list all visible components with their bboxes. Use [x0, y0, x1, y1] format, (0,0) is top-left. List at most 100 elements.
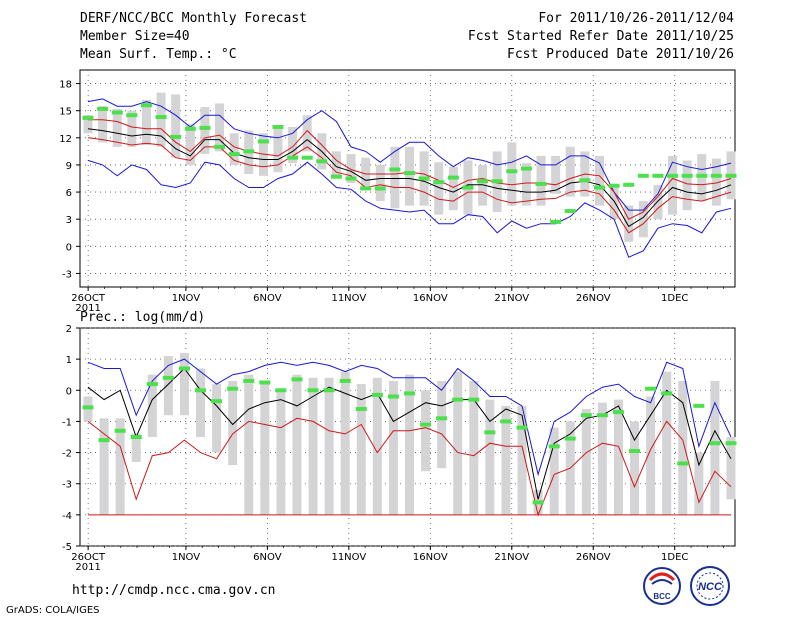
ensemble-box: [98, 106, 108, 143]
y-tick-label: -3: [62, 269, 72, 280]
mean-line: [87, 128, 732, 228]
fcst-started-date: Fcst Started Refer Date 2011/10/25: [467, 29, 734, 44]
ensemble-box: [196, 368, 206, 437]
ensemble-box: [375, 164, 385, 202]
forecast-mark: [462, 185, 474, 190]
forecast-mark: [725, 173, 737, 178]
forecast-mark: [661, 391, 673, 396]
ensemble-box: [340, 371, 350, 515]
forecast-mark: [532, 500, 544, 505]
ensemble-box: [638, 201, 648, 238]
chart-title: DERF/NCC/BCC Monthly Forecast: [80, 11, 307, 26]
max-line: [87, 358, 732, 477]
variable-label: Mean Surf. Temp.: °C: [80, 47, 237, 62]
ensemble-box: [405, 146, 414, 206]
year-label: 2011: [75, 303, 100, 314]
ensemble-box: [292, 374, 302, 515]
forecast-mark: [97, 106, 109, 111]
ensemble-box: [356, 384, 366, 515]
ensemble-box: [668, 155, 678, 215]
ensemble-box: [536, 155, 546, 206]
forecast-mark: [433, 180, 445, 185]
ensemble-box: [594, 155, 604, 206]
ensemble-box: [83, 115, 93, 134]
ensemble-box: [711, 158, 721, 206]
ensemble-box: [694, 452, 704, 515]
forecast-mark: [199, 125, 211, 130]
forecast-mark: [243, 378, 255, 383]
forecast-mark: [500, 419, 512, 424]
forecast-mark: [667, 173, 679, 178]
forecast-mark: [452, 397, 464, 402]
x-tick-label: 6NOV: [253, 552, 282, 563]
grads-credit: GrADS: COLA/IGES: [6, 605, 100, 616]
ensemble-box: [302, 115, 312, 152]
forecast-mark: [272, 124, 284, 129]
lower-line: [87, 137, 732, 234]
ensemble-box: [331, 151, 341, 179]
ensemble-box: [521, 163, 531, 206]
forecast-mark: [184, 126, 196, 131]
year-label: 2011: [75, 562, 100, 573]
lower-line: [87, 417, 732, 517]
ensemble-box: [372, 377, 382, 515]
ensemble-box: [517, 405, 527, 515]
forecast-mark: [516, 425, 528, 430]
ensemble-box: [229, 133, 239, 165]
y-tick-label: -2: [62, 449, 72, 460]
forecast-mark: [155, 115, 167, 120]
forecast-mark: [130, 435, 142, 439]
ensemble-box: [682, 160, 692, 211]
temperature-panel: 18 15 12 9 6 3 0 -3 26OCT 1NOV 6NOV 11NOV 16NOV 21NOV…: [59, 69, 737, 314]
ensemble-box: [710, 380, 720, 515]
max-line: [87, 98, 732, 211]
forecast-mark: [114, 428, 126, 433]
forecast-mark: [484, 430, 496, 435]
x-tick-label: 16NOV: [413, 552, 448, 563]
forecast-mark: [593, 185, 605, 190]
forecast-mark: [330, 174, 342, 179]
forecast-mark: [345, 176, 357, 181]
forecast-mark: [420, 422, 432, 427]
y-tick-label: 12: [59, 134, 72, 145]
forecast-mark: [506, 169, 518, 174]
ensemble-box: [288, 126, 298, 164]
forecast-mark: [140, 103, 152, 108]
forecast-mark: [710, 173, 722, 178]
ensemble-box: [646, 396, 656, 515]
y-tick-label: 0: [66, 386, 72, 397]
forecast-mark: [146, 382, 158, 387]
ensemble-box: [200, 107, 210, 155]
forecast-mark: [608, 183, 620, 188]
forecast-mark: [681, 173, 693, 178]
ensemble-box: [597, 402, 607, 515]
y-tick-label: 15: [59, 107, 72, 118]
mean-line: [87, 367, 732, 500]
forecast-mark: [211, 399, 223, 404]
forecast-mark: [652, 173, 664, 178]
forecast-period: For 2011/10/26-2011/12/04: [538, 11, 734, 26]
forecast-mark: [612, 410, 624, 415]
x-tick-label: 26NOV: [576, 293, 611, 304]
ensemble-box: [99, 418, 109, 515]
forecast-mark: [696, 173, 708, 178]
ensemble-box: [273, 128, 283, 173]
y-tick-label: 0: [66, 242, 72, 253]
forecast-mark: [520, 166, 532, 171]
x-tick-label: 21NOV: [494, 293, 529, 304]
ensemble-box: [501, 405, 511, 515]
forecast-mark: [259, 380, 271, 385]
x-tick-label: 16NOV: [413, 293, 448, 304]
y-tick-label: -4: [62, 511, 72, 522]
ensemble-box: [448, 166, 458, 211]
forecast-mark: [178, 366, 190, 371]
forecast-mark: [645, 386, 657, 391]
x-tick-label: 6NOV: [253, 293, 282, 304]
forecast-mark: [170, 134, 182, 139]
ensemble-box: [215, 103, 225, 152]
forecast-mark: [693, 403, 705, 408]
ensemble-box: [388, 380, 398, 515]
ensemble-box: [115, 418, 125, 515]
